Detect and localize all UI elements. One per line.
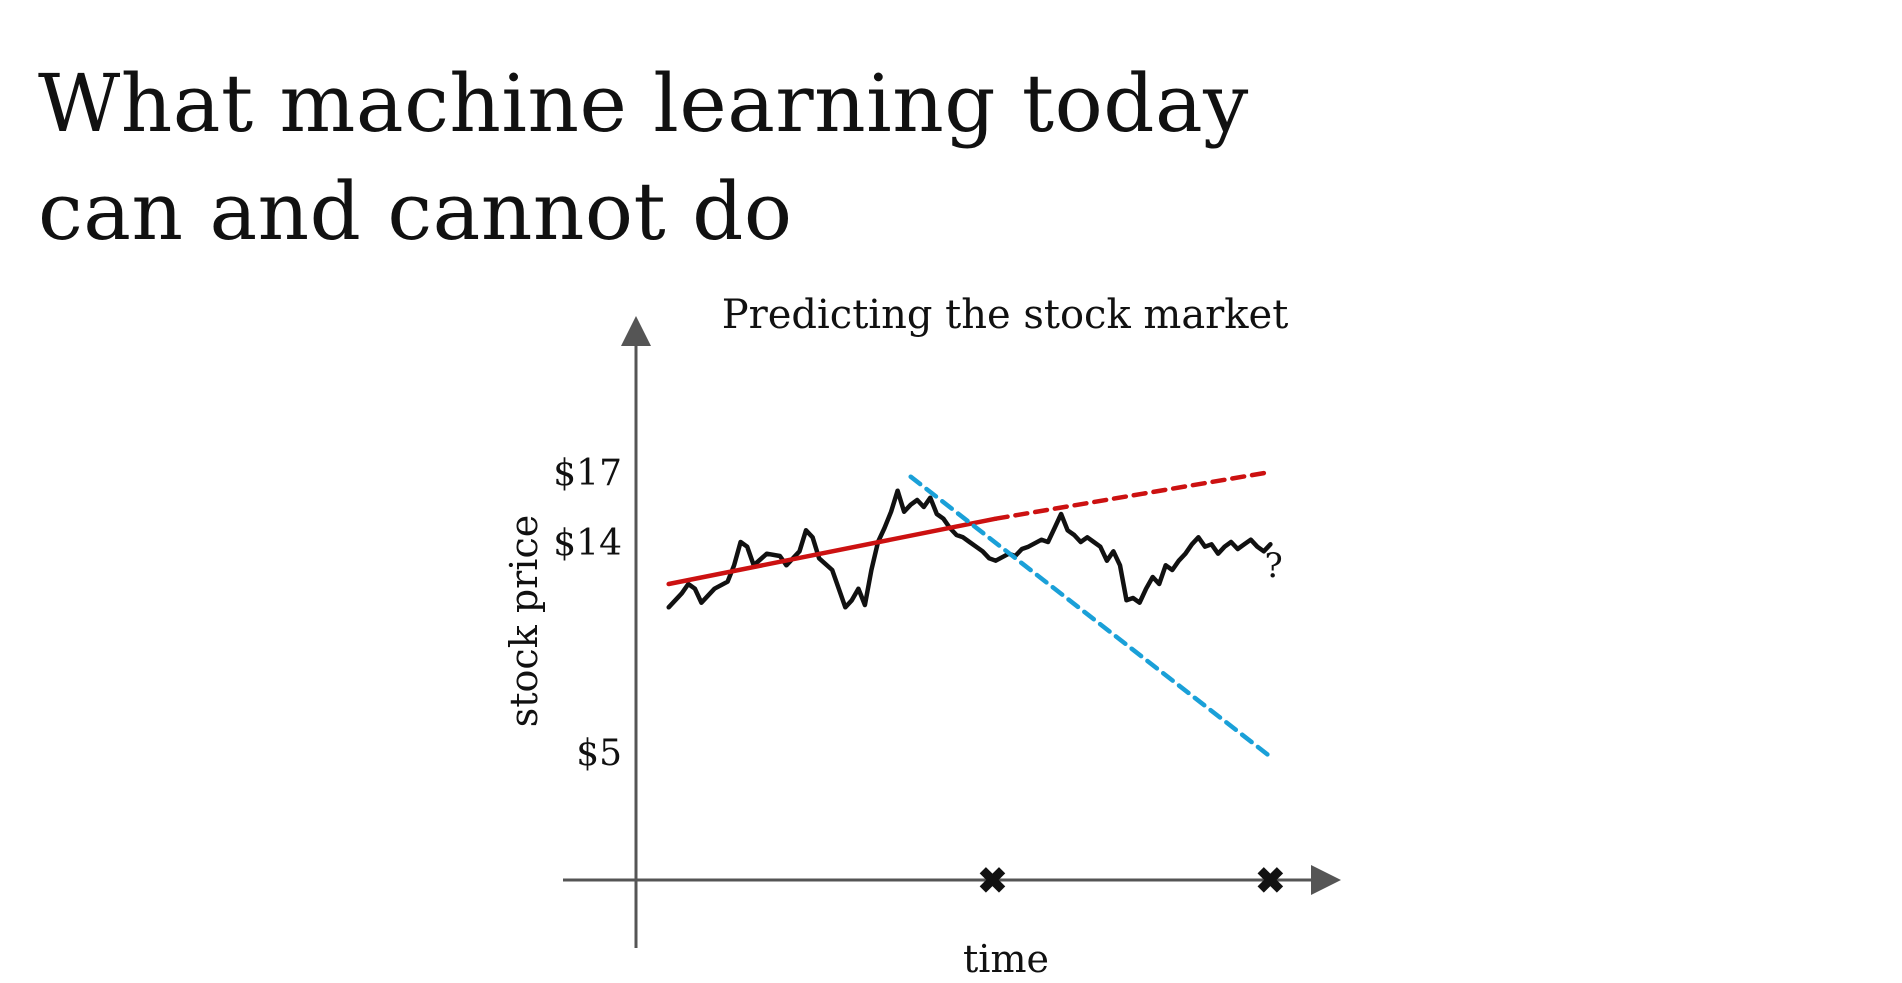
slide-title-line-1: What machine learning today xyxy=(38,57,1249,150)
x-axis-label: time xyxy=(963,937,1049,981)
y-tick-label: $5 xyxy=(576,733,622,774)
stock-price-line xyxy=(666,488,1273,610)
y-axis-label: stock price xyxy=(502,515,546,727)
y-tick-labels: $17 $14 $5 xyxy=(553,453,622,774)
upward-trend-extrapolation-line xyxy=(993,469,1273,521)
downward-trend-line xyxy=(908,474,1273,759)
y-tick-label: $17 xyxy=(553,453,622,494)
series-layer xyxy=(666,469,1273,759)
y-tick-label: $14 xyxy=(553,523,622,564)
unknown-future-annotation: ? xyxy=(1265,546,1283,586)
upward-trend-fit-line xyxy=(666,516,998,587)
slide-title: What machine learning today can and cann… xyxy=(38,50,1249,266)
chart-title: Predicting the stock market xyxy=(722,292,1289,338)
x-markers: ✖ ✖ xyxy=(977,860,1285,902)
x-marker-1: ✖ xyxy=(977,860,1007,902)
slide-title-line-2: can and cannot do xyxy=(38,165,793,258)
x-marker-2: ✖ xyxy=(1255,860,1285,902)
